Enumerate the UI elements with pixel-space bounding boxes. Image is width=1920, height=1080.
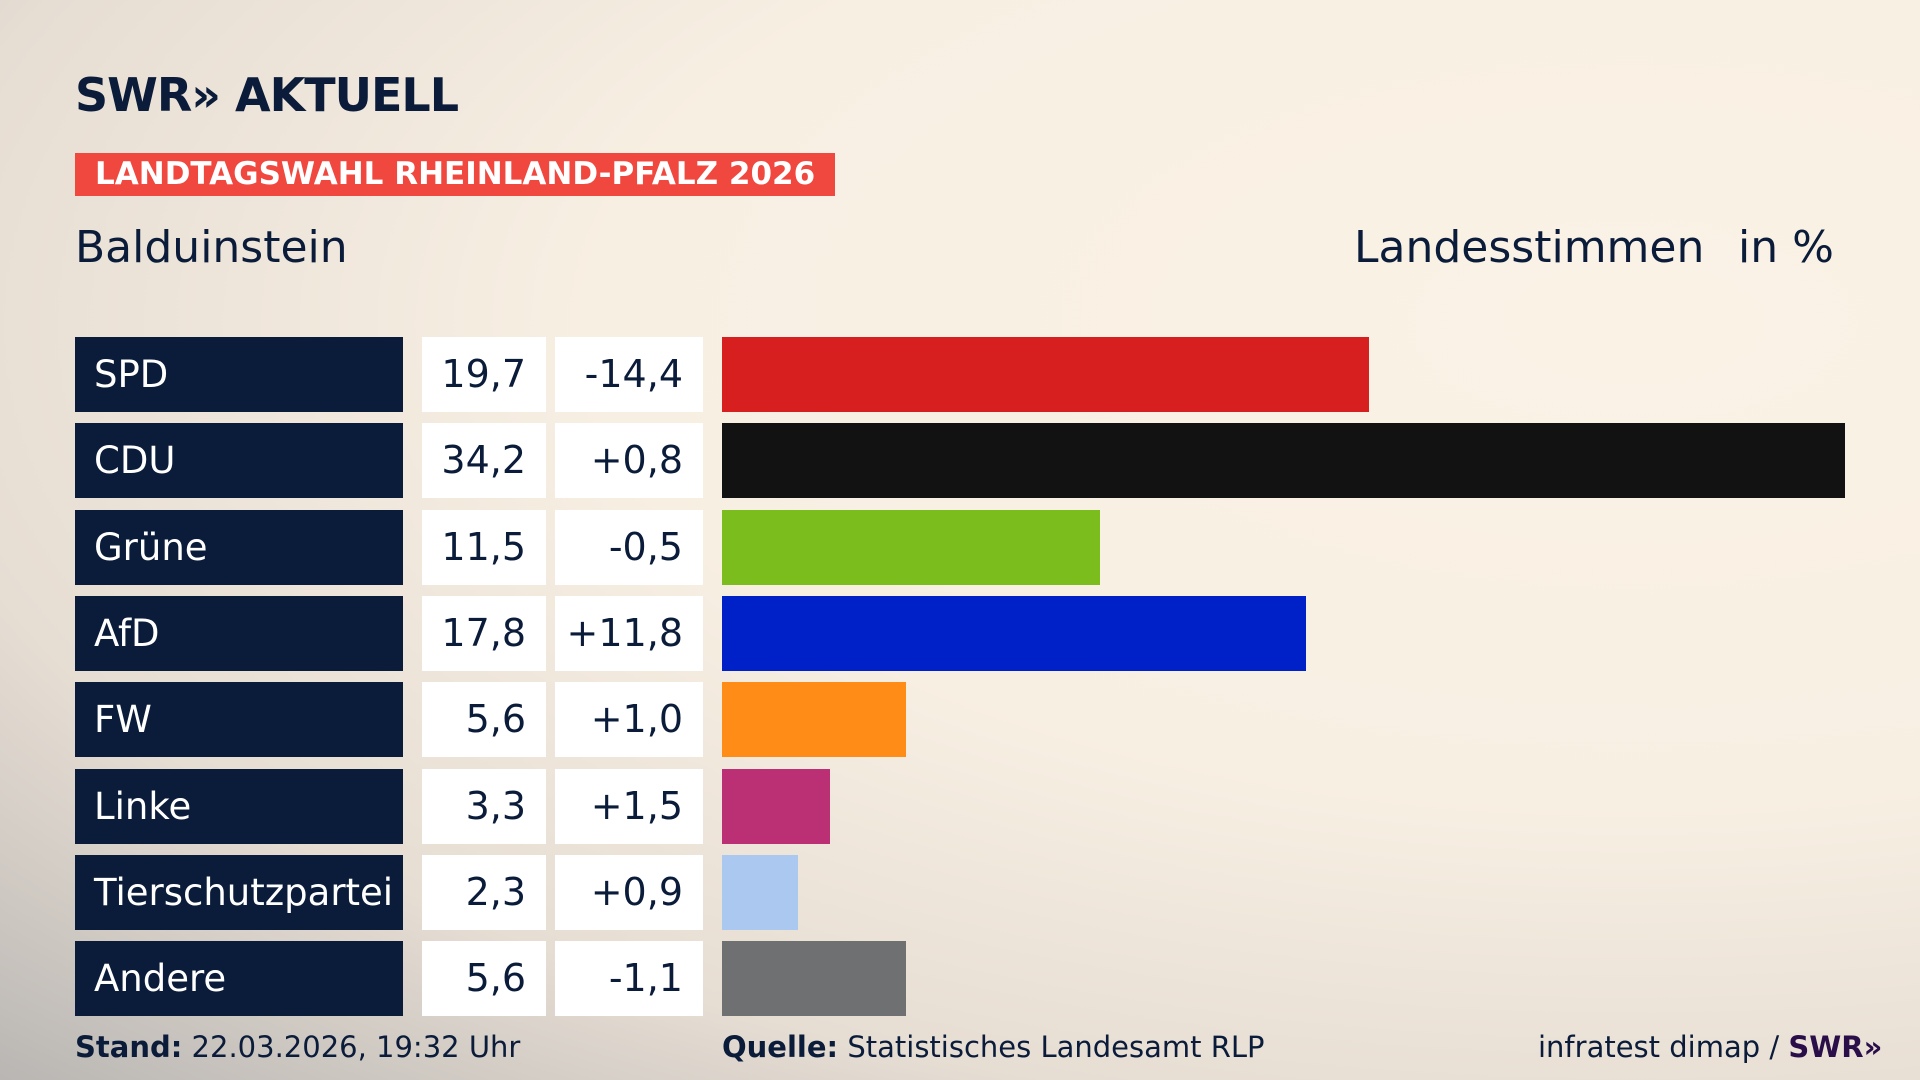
value-label: 3,3	[422, 768, 546, 844]
diff-label: -1,1	[555, 941, 703, 1017]
party-row: Andere 5,6 -1,1	[0, 941, 1920, 1017]
source: Quelle: Statistisches Landesamt RLP	[722, 1030, 1265, 1064]
source-value: Statistisches Landesamt RLP	[847, 1030, 1265, 1064]
party-label: Tierschutzpartei	[75, 854, 403, 930]
party-row: Linke 3,3 +1,5	[0, 768, 1920, 844]
votes-type-label: Landesstimmen	[1354, 222, 1705, 273]
unit-label: in %	[1738, 222, 1834, 273]
value-label: 34,2	[422, 423, 546, 499]
party-label: FW	[75, 682, 403, 758]
source-label: Quelle:	[722, 1030, 839, 1064]
party-row: FW 5,6 +1,0	[0, 682, 1920, 758]
bar-grüne	[722, 509, 1100, 585]
diff-label: +0,8	[555, 423, 703, 499]
diff-label: -14,4	[555, 337, 703, 412]
value-label: 5,6	[422, 941, 546, 1017]
stand-value: 22.03.2026, 19:32 Uhr	[191, 1030, 521, 1064]
party-label: Andere	[75, 941, 403, 1017]
bar-andere	[722, 941, 906, 1017]
bar-fw	[722, 682, 906, 758]
party-label: Linke	[75, 768, 403, 844]
party-row: SPD 19,7 -14,4	[0, 337, 1920, 412]
diff-label: +11,8	[555, 595, 703, 671]
stand-label: Stand:	[75, 1030, 183, 1064]
party-row: Grüne 11,5 -0,5	[0, 509, 1920, 585]
swr-logo: SWR»	[1788, 1030, 1883, 1064]
value-label: 11,5	[422, 509, 546, 585]
party-row: CDU 34,2 +0,8	[0, 423, 1920, 499]
swr-aktuell-logo: SWR» AKTUELL	[75, 68, 459, 122]
diff-label: -0,5	[555, 509, 703, 585]
party-label: SPD	[75, 337, 403, 412]
party-label: Grüne	[75, 509, 403, 585]
party-row: AfD 17,8 +11,8	[0, 595, 1920, 671]
value-label: 5,6	[422, 682, 546, 758]
bar-afd	[722, 595, 1307, 671]
party-label: CDU	[75, 423, 403, 499]
value-label: 19,7	[422, 337, 546, 412]
diff-label: +1,0	[555, 682, 703, 758]
bar-cdu	[722, 423, 1845, 499]
bar-tierschutzpartei	[722, 854, 798, 930]
timestamp: Stand: 22.03.2026, 19:32 Uhr	[75, 1030, 520, 1064]
value-label: 17,8	[422, 595, 546, 671]
diff-label: +0,9	[555, 854, 703, 930]
bar-spd	[722, 337, 1369, 412]
election-banner: LANDTAGSWAHL RHEINLAND-PFALZ 2026	[75, 153, 836, 196]
credit: infratest dimap / SWR»	[1538, 1030, 1882, 1064]
diff-label: +1,5	[555, 768, 703, 844]
place-title: Balduinstein	[75, 222, 348, 273]
value-label: 2,3	[422, 854, 546, 930]
bar-linke	[722, 768, 831, 844]
party-row: Tierschutzpartei 2,3 +0,9	[0, 854, 1920, 930]
credit-text: infratest dimap /	[1538, 1030, 1780, 1064]
party-label: AfD	[75, 595, 403, 671]
